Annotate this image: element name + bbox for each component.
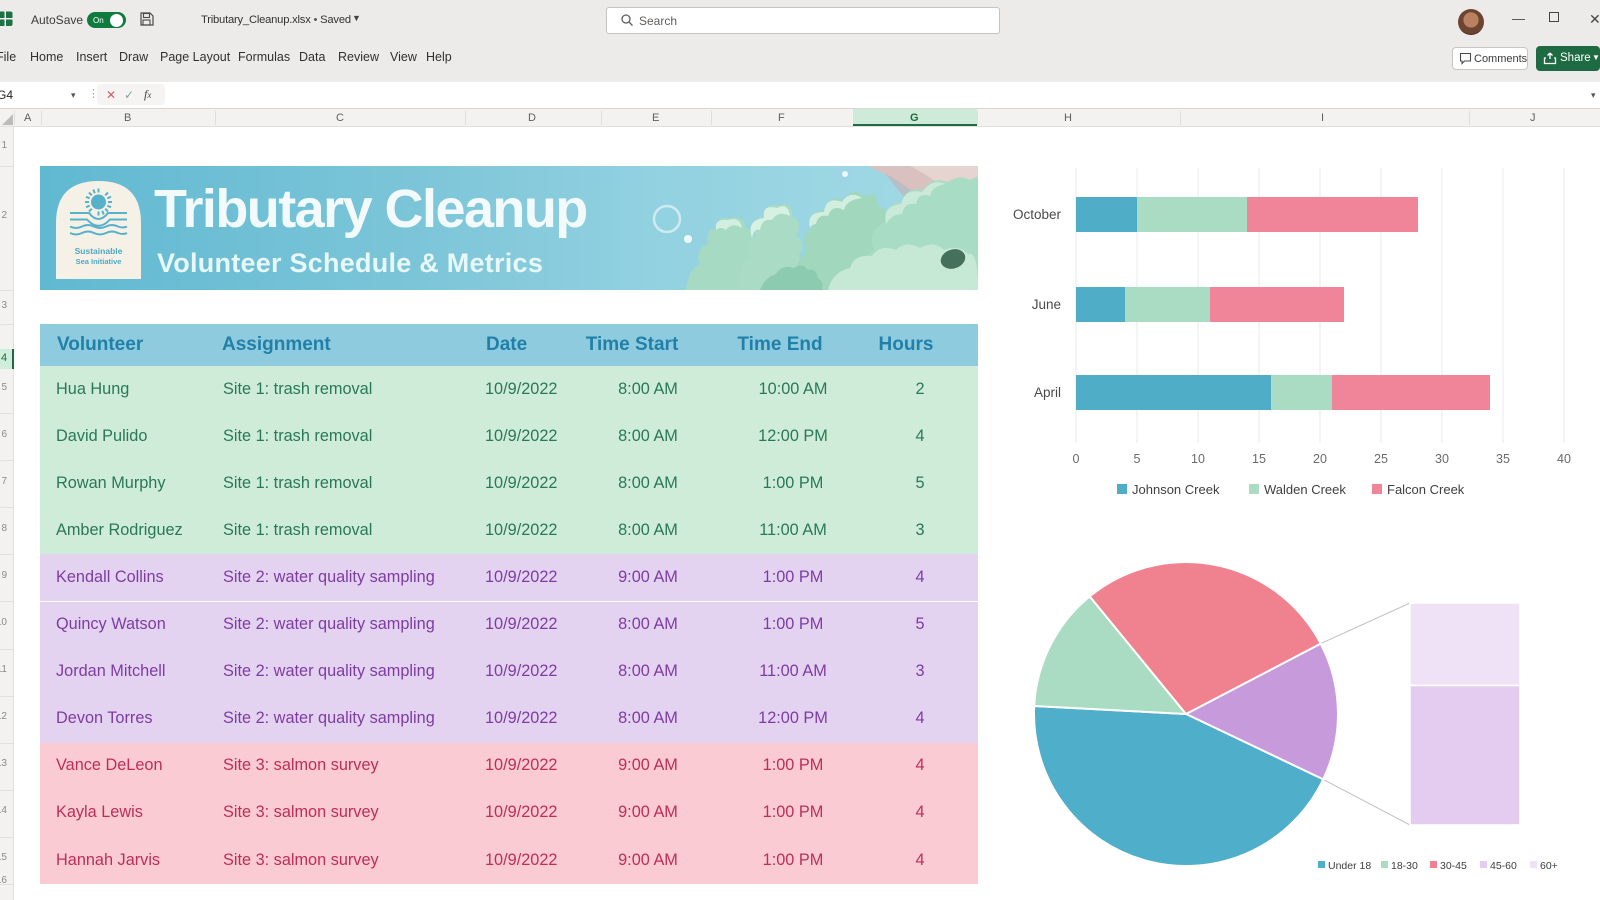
svg-text:30: 30: [1435, 452, 1449, 466]
svg-text:40: 40: [1557, 452, 1571, 466]
svg-text:Under 18: Under 18: [1328, 860, 1371, 872]
svg-text:15: 15: [1252, 452, 1266, 466]
svg-text:20: 20: [1313, 452, 1327, 466]
svg-text:10: 10: [1191, 452, 1205, 466]
svg-text:35: 35: [1496, 452, 1510, 466]
svg-text:Walden Creek: Walden Creek: [1264, 482, 1346, 497]
svg-text:60+: 60+: [1540, 860, 1558, 872]
svg-text:45-60: 45-60: [1490, 860, 1517, 872]
svg-text:Johnson Creek: Johnson Creek: [1132, 482, 1220, 497]
svg-text:April: April: [1034, 385, 1061, 400]
svg-text:Sustainable: Sustainable: [75, 246, 123, 256]
svg-text:June: June: [1032, 297, 1061, 312]
svg-text:0: 0: [1073, 452, 1080, 466]
svg-text:Falcon Creek: Falcon Creek: [1387, 482, 1465, 497]
svg-text:5: 5: [1134, 452, 1141, 466]
svg-text:30-45: 30-45: [1440, 860, 1467, 872]
svg-text:October: October: [1013, 207, 1062, 222]
svg-text:Sea Initiative: Sea Initiative: [76, 257, 122, 266]
svg-text:18-30: 18-30: [1391, 860, 1418, 872]
svg-text:25: 25: [1374, 452, 1388, 466]
